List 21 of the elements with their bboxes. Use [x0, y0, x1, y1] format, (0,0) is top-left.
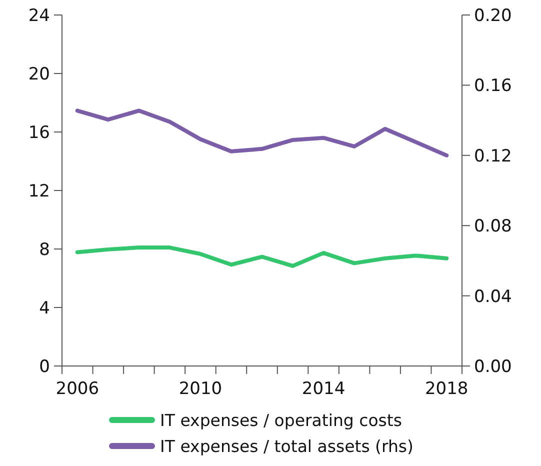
legend-label: IT expenses / total assets (rhs)	[160, 436, 414, 456]
x-tick-label: 2018	[424, 379, 468, 399]
y2-tick-label: 0.20	[474, 6, 512, 26]
y-tick-label: 4	[39, 298, 50, 318]
legend-label: IT expenses / operating costs	[160, 410, 402, 430]
y2-tick-label: 0.00	[474, 356, 512, 377]
x-tick-label: 2006	[56, 379, 100, 399]
y2-tick-label: 0.16	[474, 76, 512, 96]
y-tick-label: 0	[39, 356, 50, 377]
x-tick-label: 2010	[178, 379, 222, 399]
y-tick-label: 16	[28, 122, 50, 143]
x-tick-label: 2014	[302, 379, 346, 399]
y2-tick-label: 0.12	[474, 146, 512, 166]
y-tick-label: 8	[39, 240, 50, 260]
line-series	[75, 246, 449, 268]
y-tick-label: 24	[28, 6, 50, 26]
y2-tick-label: 0.04	[474, 286, 512, 307]
y-tick-label: 20	[28, 64, 50, 84]
y-tick-label: 12	[28, 181, 50, 202]
line-series	[75, 108, 449, 158]
y2-tick-label: 0.08	[474, 216, 512, 237]
